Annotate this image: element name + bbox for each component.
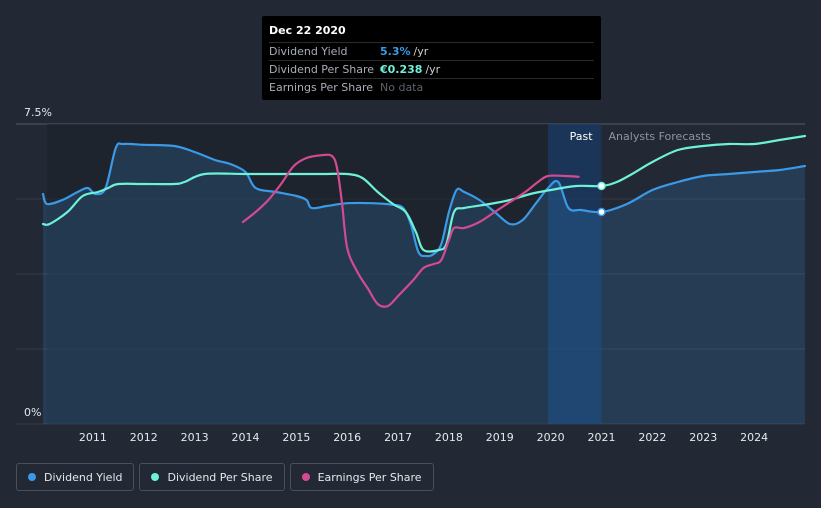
legend-label: Earnings Per Share [317,470,422,484]
tooltip-label: Earnings Per Share [269,81,374,94]
x-tick-label: 2017 [384,431,412,444]
x-tick-label: 2021 [588,431,616,444]
legend-label: Dividend Yield [44,470,123,484]
legend-dot-icon [28,473,36,481]
tooltip-date: Dec 22 2020 [269,24,346,37]
present-marker [597,181,606,191]
tooltip-row-earnings-per-share: Earnings Per Share No data [269,78,594,96]
tooltip-row-dividend-per-share: Dividend Per Share €0.238 /yr [269,60,594,78]
x-tick-label: 2019 [486,431,514,444]
tooltip-value: No data [380,81,424,94]
tooltip-value: €0.238 [380,63,423,76]
present-marker [597,207,606,217]
x-tick-label: 2020 [537,431,565,444]
series-line-earnings-per-share [241,153,580,308]
tooltip-unit: /yr [413,45,429,58]
x-tick-label: 2018 [435,431,463,444]
series-areas [43,143,805,424]
x-tick-label: 2012 [130,431,158,444]
present-markers [597,181,606,217]
legend-dot-icon [151,473,160,481]
series-area-dividend-yield [43,143,805,424]
tooltip-value: 5.3% [380,45,411,58]
tooltip-label: Dividend Per Share [269,63,375,76]
legend-item-dividend-per-share[interactable]: Dividend Per Share [139,463,285,491]
legend-label: Dividend Per Share [167,470,273,484]
chart-legend: Dividend Yield Dividend Per Share Earnin… [16,463,434,491]
axis-labels: 7.5% 0% 2011 2012 2013 2014 2015 2016 2017 2018 20… [24,106,768,444]
past-label: Past [570,130,594,143]
legend-item-dividend-yield[interactable]: Dividend Yield [16,463,135,491]
series-line-dividend-yield [41,142,807,258]
past-region-band [548,124,602,424]
legend-dot-icon [301,473,310,481]
x-tick-label: 2014 [231,431,259,444]
x-tick-label: 2013 [181,431,209,444]
tooltip-label: Dividend Yield [269,45,348,58]
tooltip-row-dividend-yield: Dividend Yield 5.3% /yr [269,42,594,60]
series-lines [41,134,807,308]
tooltip-unit: /yr [425,63,441,76]
x-tick-label: 2015 [282,431,310,444]
series-line-dividend-per-share [41,134,807,253]
x-tick-label: 2011 [79,431,107,444]
hover-tooltip: Dec 22 2020 Dividend Yield 5.3% /yr Divi… [262,16,601,100]
y-tick-label: 0% [24,406,41,419]
x-tick-label: 2024 [740,431,768,444]
forecast-label: Analysts Forecasts [609,130,712,143]
y-tick-label: 7.5% [24,106,52,119]
x-tick-label: 2023 [689,431,717,444]
legend-item-earnings-per-share[interactable]: Earnings Per Share [289,463,434,491]
x-tick-label: 2016 [333,431,361,444]
x-tick-label: 2022 [638,431,666,444]
